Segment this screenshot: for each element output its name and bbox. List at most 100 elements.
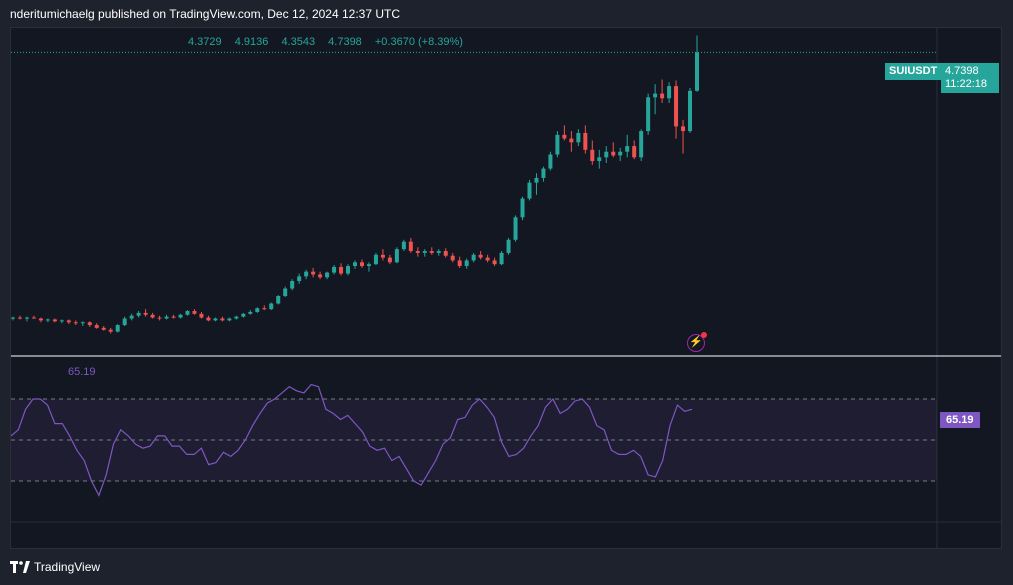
symbol-tag: SUIUSDT [885, 63, 942, 80]
candle-body [213, 318, 218, 321]
chart-frame[interactable]: 4.3729 4.9136 4.3543 4.7398 +0.3670 (+8.… [10, 27, 1002, 549]
candle-body [227, 318, 232, 321]
candle-body [576, 132, 581, 143]
candle-body [87, 322, 92, 326]
notification-dot [701, 332, 707, 338]
candle-body [353, 262, 357, 267]
candle-body [108, 329, 113, 332]
candle-body [618, 151, 623, 156]
candle-body [346, 266, 351, 274]
rsi-legend-value: 65.19 [68, 366, 96, 378]
candle-body [45, 319, 50, 321]
candle-body [339, 266, 344, 274]
candle-body [101, 327, 106, 330]
candle-body [269, 303, 274, 310]
candle-body [457, 260, 462, 267]
candle-body [325, 272, 330, 278]
candle-body [415, 251, 420, 253]
candle-body [136, 312, 141, 316]
candle-body [185, 311, 190, 315]
candle-body [115, 325, 120, 332]
ohlc-change: +0.3670 (+8.39%) [374, 36, 463, 48]
candle-body [59, 320, 64, 322]
candle-body [192, 311, 197, 314]
ohlc-low: 4.3543 [281, 36, 316, 48]
candle-body [380, 254, 385, 258]
candle-body [394, 249, 399, 263]
candle-body [590, 149, 595, 162]
candle-body [443, 251, 448, 256]
candle-body [429, 251, 434, 253]
candle-body [660, 93, 665, 99]
candle-body [548, 154, 553, 169]
candle-body [206, 317, 211, 321]
candle-body [492, 260, 497, 265]
candle-body [220, 318, 225, 321]
candle-body [485, 257, 490, 261]
candle-body [569, 138, 574, 143]
candle-body [527, 182, 532, 199]
candle-body [464, 260, 469, 267]
candle-body [478, 254, 483, 258]
candle-body [11, 317, 15, 319]
rsi-value-tag: 65.19 [940, 412, 980, 428]
candle-body [304, 271, 309, 277]
candle-body [583, 132, 588, 150]
candle-body [422, 251, 427, 253]
candle-body [520, 198, 525, 218]
candle-body [17, 317, 22, 319]
ohlc-close: 4.7398 [328, 36, 362, 48]
candle-body [255, 308, 260, 312]
candle-body [555, 134, 560, 155]
candle-body [597, 157, 602, 162]
candle-body [248, 311, 253, 314]
candle-body [73, 322, 78, 324]
candle-body [506, 239, 511, 253]
candle-body [199, 313, 204, 318]
candle-body [332, 266, 337, 273]
candle-body [611, 151, 616, 156]
candle-body [122, 318, 127, 326]
candle-body [171, 316, 176, 318]
ohlc-legend: 4.3729 4.9136 4.3543 4.7398 +0.3670 (+8.… [188, 36, 473, 48]
candle-body [681, 126, 686, 132]
candle-body [674, 86, 679, 127]
candle-body [401, 241, 406, 250]
candle-body [80, 322, 85, 324]
candle-body [667, 86, 672, 99]
candle-body [94, 325, 99, 328]
candle-body [387, 257, 392, 263]
candle-body [38, 318, 43, 321]
candle-body [24, 317, 29, 319]
candle-body [290, 281, 295, 289]
ohlc-open: 4.3729 [188, 36, 222, 48]
candle-body [695, 52, 699, 91]
candle-body [632, 146, 637, 158]
candle-body [164, 316, 169, 319]
candle-body [297, 276, 302, 282]
candle-body [276, 296, 281, 304]
footer-brand[interactable]: TradingView [10, 560, 100, 574]
candle-body [471, 254, 476, 261]
candle-body [541, 168, 546, 178]
candle-body [436, 251, 441, 253]
candle-body [66, 320, 71, 323]
chart-canvas[interactable] [11, 28, 1002, 549]
candle-body [408, 241, 413, 252]
lightning-icon[interactable]: ⚡ [687, 334, 705, 352]
candle-countdown: 11:22:18 [945, 78, 988, 90]
candle-body [450, 255, 455, 261]
tradingview-logo-icon [10, 561, 30, 573]
ohlc-high: 4.9136 [234, 36, 269, 48]
candle-body [157, 317, 162, 319]
candle-body [499, 252, 504, 265]
candle-body [604, 151, 609, 158]
candle-body [646, 97, 651, 132]
candle-body [283, 288, 288, 297]
candle-body [318, 274, 323, 278]
candle-body [534, 177, 539, 183]
candle-body [178, 314, 183, 318]
candle-body [562, 134, 567, 139]
candle-body [234, 316, 239, 319]
footer-brand-label: TradingView [34, 560, 101, 574]
